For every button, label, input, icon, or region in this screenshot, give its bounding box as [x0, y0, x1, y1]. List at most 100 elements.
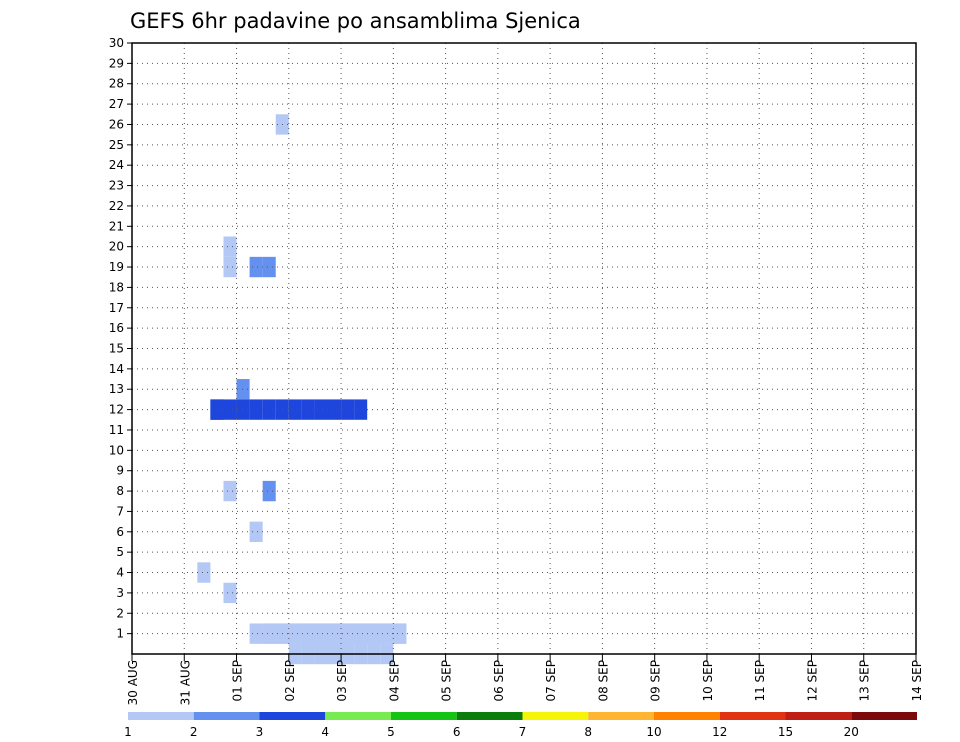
y-tick-label: 6 [116, 525, 124, 539]
legend-swatch [128, 712, 194, 720]
x-axis-ticks: 30 AUG 31 AUG 01 SEP 02 SEP 03 SEP 04 SEP 05 S… [126, 654, 924, 705]
x-tick-label: 12 SEP [805, 660, 819, 702]
y-tick-label: 17 [109, 301, 124, 315]
x-tick-label: 08 SEP [596, 660, 610, 702]
x-tick-label: 31 AUG [178, 660, 192, 705]
y-tick-label: 20 [109, 240, 124, 254]
y-tick-label: 12 [109, 403, 124, 417]
legend-swatch [719, 712, 786, 720]
heatmap-cell [301, 399, 315, 420]
x-tick-label: 13 SEP [858, 660, 872, 702]
heatmap-cell [223, 236, 237, 257]
x-tick-label: 02 SEP [283, 660, 297, 702]
y-tick-label: 1 [116, 627, 124, 641]
chart-title: GEFS 6hr padavine po ansamblima Sjenica [130, 9, 581, 33]
x-tick-label: 11 SEP [753, 660, 767, 702]
heatmap-cell [262, 256, 276, 278]
heatmap-cell [314, 623, 328, 644]
y-tick-label: 10 [109, 443, 124, 457]
legend-swatch [588, 712, 654, 720]
x-tick-label: 01 SEP [231, 660, 245, 702]
legend-swatch [456, 712, 523, 720]
legend-swatch [522, 712, 589, 720]
heatmap-cell [223, 399, 237, 420]
legend-swatch [259, 712, 326, 720]
grid-lines [132, 43, 916, 654]
y-tick-label: 21 [109, 219, 124, 233]
x-tick-label: 09 SEP [649, 660, 663, 702]
heatmap-cell [236, 379, 250, 400]
heatmap-cell [354, 399, 368, 420]
legend-swatch [193, 712, 260, 720]
y-tick-label: 4 [116, 566, 124, 580]
heatmap-cell [223, 480, 237, 502]
y-tick-label: 19 [109, 260, 124, 274]
y-tick-label: 15 [109, 342, 124, 356]
y-tick-label: 13 [109, 382, 124, 396]
heatmap-cell [249, 623, 263, 644]
heatmap-cell [210, 399, 224, 420]
heatmap-cell [249, 399, 263, 420]
y-tick-label: 7 [116, 504, 124, 518]
y-tick-label: 22 [109, 199, 124, 213]
heatmap-cell [354, 623, 368, 644]
x-tick-label: 30 AUG [126, 660, 140, 705]
legend-swatch [325, 712, 391, 720]
x-tick-label: 04 SEP [387, 660, 401, 702]
y-tick-label: 16 [109, 321, 124, 335]
y-tick-label: 23 [109, 179, 124, 193]
legend-label: 5 [387, 725, 395, 739]
legend-label: 12 [712, 725, 727, 739]
y-tick-label: 29 [109, 56, 124, 70]
legend-label: 6 [453, 725, 461, 739]
y-tick-label: 9 [116, 464, 124, 478]
legend-swatch [851, 712, 917, 720]
y-tick-label: 5 [116, 545, 124, 559]
plot-frame [131, 42, 917, 655]
heatmap-cell [380, 623, 394, 644]
color-legend: 1 2 3 4 5 6 7 8 10 12 15 20 [124, 712, 917, 739]
legend-label: 10 [646, 725, 661, 739]
heatmap-cell [223, 582, 237, 604]
y-tick-label: 28 [109, 77, 124, 91]
legend-swatch [654, 712, 720, 720]
legend-label: 3 [256, 725, 264, 739]
heatmap-cell [367, 623, 381, 644]
x-tick-label: 10 SEP [701, 660, 715, 702]
heatmap-cell [197, 562, 211, 583]
heatmap-cell [236, 399, 250, 420]
heatmap-cell [262, 480, 276, 502]
heatmap-cell [328, 623, 342, 644]
y-tick-label: 26 [109, 117, 124, 131]
heatmap-cell [249, 256, 263, 278]
heatmap-cell [288, 623, 302, 644]
x-tick-label: 14 SEP [910, 660, 924, 702]
heatmap-cell [288, 399, 302, 420]
legend-swatch [391, 712, 457, 720]
y-tick-label: 24 [109, 158, 124, 172]
heatmap-cell [262, 399, 276, 420]
heatmap-cell [249, 521, 263, 542]
legend-label: 2 [190, 725, 198, 739]
y-tick-label: 25 [109, 138, 124, 152]
heatmap-cell [328, 399, 342, 420]
legend-label: 7 [519, 725, 527, 739]
y-tick-label: 30 [109, 36, 124, 50]
heatmap-cell [223, 256, 237, 278]
heatmap-cell [262, 623, 276, 644]
legend-label: 20 [844, 725, 859, 739]
x-tick-label: 06 SEP [492, 660, 506, 702]
legend-swatch [785, 712, 852, 720]
legend-label: 4 [321, 725, 329, 739]
y-tick-label: 3 [116, 586, 124, 600]
x-tick-label: 07 SEP [544, 660, 558, 702]
legend-label: 8 [584, 725, 592, 739]
heatmap-cells [197, 114, 407, 665]
heatmap-cell [314, 399, 328, 420]
y-tick-label: 27 [109, 97, 124, 111]
y-tick-label: 8 [116, 484, 124, 498]
legend-label: 15 [778, 725, 793, 739]
y-tick-label: 2 [116, 606, 124, 620]
y-tick-label: 11 [109, 423, 124, 437]
heatmap-cell [393, 623, 407, 644]
